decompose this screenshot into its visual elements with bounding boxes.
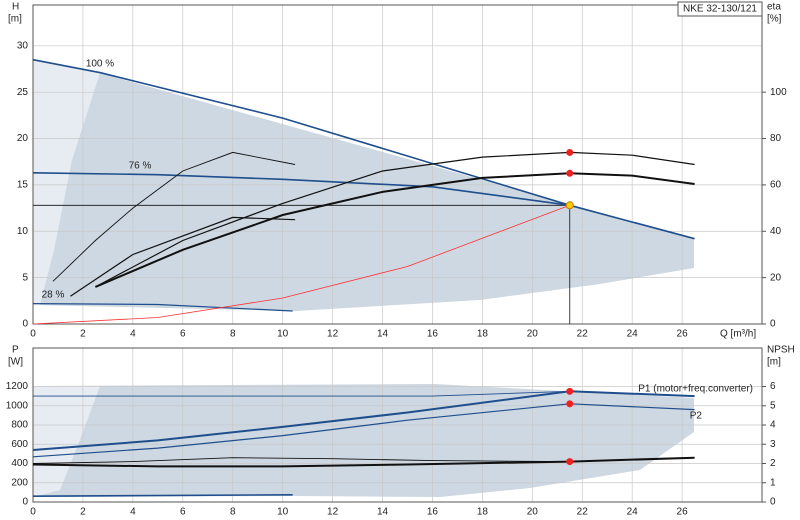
y2-tick-label: 2 [770, 458, 776, 469]
x-tick-label: 14 [377, 507, 389, 518]
point-marker [566, 458, 574, 466]
y-tick-label: 1200 [6, 381, 29, 392]
operating-area [33, 60, 694, 311]
x-tick-label: 24 [627, 329, 639, 340]
curve [32, 390, 695, 451]
annotation: P1 (motor+freq.converter) [638, 384, 753, 395]
y2-tick-label: 60 [770, 180, 782, 191]
y2-axis-unit: [%] [767, 14, 782, 25]
curve [95, 172, 695, 288]
plot-layer: 0 2 4 6 8 10 12 14 16 18 20 22 24 2605101520253002040… [6, 2, 795, 518]
y-axis-unit: [W] [8, 357, 23, 368]
title-box [677, 1, 763, 17]
y2-tick-label: 1 [770, 477, 776, 488]
y2-tick-label: 0 [770, 497, 776, 508]
y2-axis-label: eta [767, 2, 781, 13]
y-axis-unit: [m] [8, 14, 22, 25]
curve [32, 403, 695, 458]
x-tick-label: 12 [327, 507, 339, 518]
curve [70, 216, 296, 297]
x-tick-label: 14 [377, 329, 389, 340]
x-tick-label: 18 [477, 507, 489, 518]
y-tick-label: 15 [17, 180, 29, 191]
y2-tick-label: 40 [770, 226, 782, 237]
chart-title: NKE 32-130/121 [683, 4, 757, 15]
x-tick-label: 6 [180, 329, 186, 340]
x-tick-label: 26 [677, 329, 689, 340]
point-marker [566, 400, 574, 408]
y-tick-label: 1000 [6, 400, 29, 411]
y2-tick-label: 5 [770, 400, 776, 411]
curve [32, 456, 695, 468]
x-tick-label: 4 [130, 507, 136, 518]
y-tick-label: 5 [22, 272, 28, 283]
x-tick-label: 18 [477, 329, 489, 340]
x-tick-label: 22 [577, 507, 589, 518]
curve [32, 494, 293, 497]
x-tick-label: 8 [230, 507, 236, 518]
y2-tick-label: 0 [770, 319, 776, 330]
y-tick-label: 20 [17, 133, 29, 144]
x-tick-label: 0 [30, 507, 36, 518]
y2-tick-label: 100 [770, 87, 787, 98]
plot-frame [32, 4, 763, 325]
point-marker [566, 387, 574, 395]
curve [95, 151, 695, 288]
y-tick-label: 400 [11, 458, 28, 469]
curve [32, 172, 570, 207]
point-marker [566, 148, 574, 156]
x-tick-label: 2 [80, 329, 86, 340]
y-tick-label: 10 [17, 226, 29, 237]
x-tick-label: 20 [527, 507, 539, 518]
y2-tick-label: 6 [770, 381, 776, 392]
annotation: P2 [690, 411, 703, 422]
x-tick-label: 2 [80, 507, 86, 518]
y2-tick-label: 3 [770, 439, 776, 450]
x-tick-label: 8 [230, 329, 236, 340]
y-tick-label: 600 [11, 439, 28, 450]
y2-tick-label: 80 [770, 133, 782, 144]
y2-axis-unit: [m] [767, 357, 781, 368]
annotation: 28 % [42, 290, 65, 301]
y2-axis-label: NPSH [767, 345, 795, 356]
x-tick-label: 0 [30, 329, 36, 340]
x-tick-label: 6 [180, 507, 186, 518]
x-tick-label: 22 [577, 329, 589, 340]
power-area [33, 384, 694, 497]
x-tick-label: 16 [427, 329, 439, 340]
x-tick-label: 26 [677, 507, 689, 518]
x-tick-label: 12 [327, 329, 339, 340]
x-axis-label: Q [m³/h] [720, 329, 756, 340]
point-marker [566, 169, 574, 177]
x-tick-label: 24 [627, 507, 639, 518]
y2-tick-label: 4 [770, 420, 776, 431]
curve [32, 204, 570, 325]
x-tick-label: 16 [427, 507, 439, 518]
y-axis-label: P [12, 345, 19, 356]
y-axis-label: H [12, 2, 19, 13]
x-tick-label: 20 [527, 329, 539, 340]
y2-tick-label: 20 [770, 272, 782, 283]
point-marker [565, 201, 574, 210]
curve [52, 151, 296, 282]
y-tick-label: 200 [11, 477, 28, 488]
x-tick-label: 10 [277, 507, 289, 518]
curve [33, 390, 570, 397]
y-tick-label: 0 [22, 319, 28, 330]
annotation: 76 % [129, 161, 152, 172]
annotation: 100 % [86, 59, 114, 70]
x-tick-label: 10 [277, 329, 289, 340]
curve [32, 457, 570, 464]
curve [32, 303, 293, 312]
y-tick-label: 0 [22, 497, 28, 508]
x-tick-label: 4 [130, 329, 136, 340]
curve [32, 58, 695, 240]
y-tick-label: 25 [17, 87, 29, 98]
plot-frame [32, 347, 763, 503]
y-tick-label: 800 [11, 420, 28, 431]
y-tick-label: 30 [17, 40, 29, 51]
